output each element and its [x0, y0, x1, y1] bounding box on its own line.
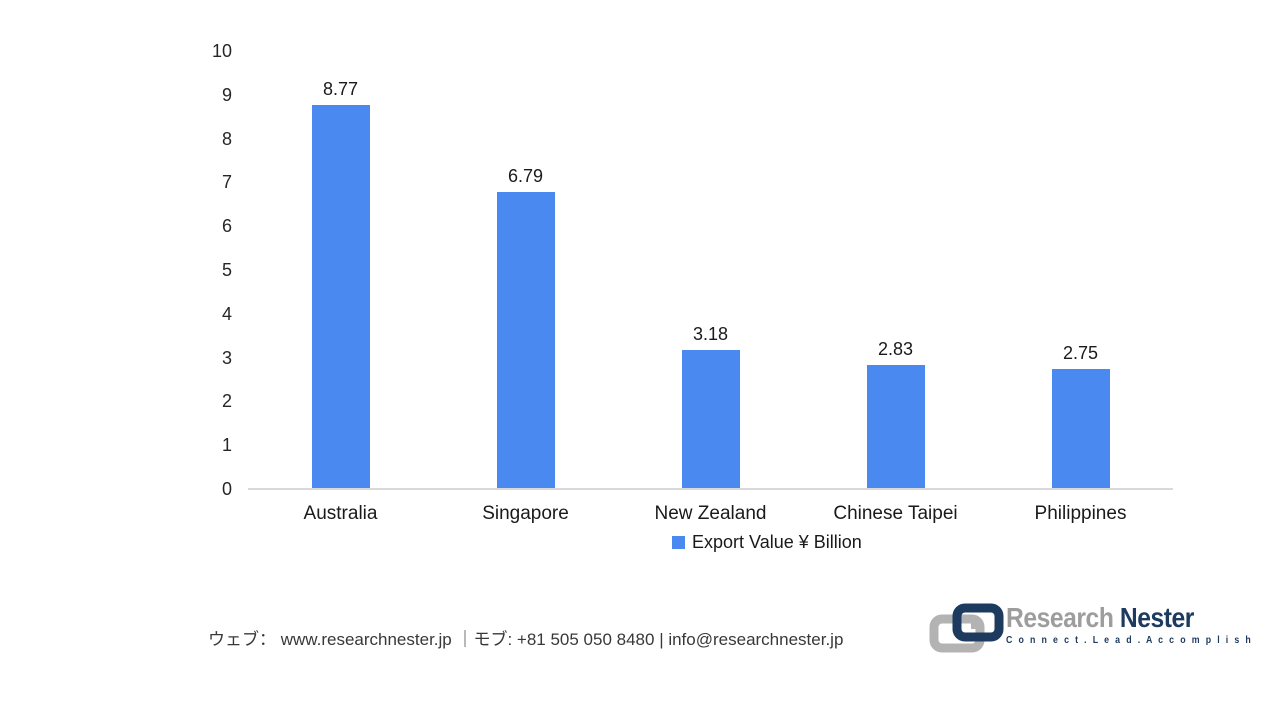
y-axis-tick-label: 5	[221, 260, 232, 280]
legend: Export Value ¥ Billion	[672, 531, 862, 553]
x-axis-line	[248, 488, 1173, 490]
y-axis-tick-label: 6	[221, 216, 232, 237]
y-axis-tick-label: 3	[221, 347, 232, 368]
bar-philippines	[1051, 368, 1110, 489]
x-axis-category-label: Philippines	[1034, 503, 1127, 524]
x-axis-category-label: New Zealand	[654, 503, 767, 524]
bar-singapore	[496, 191, 555, 489]
bar-new-zealand	[681, 349, 740, 489]
y-axis-tick-label: 7	[221, 172, 232, 193]
bar-value-label: 2.83	[877, 339, 914, 360]
bar-value-label: 3.18	[692, 323, 729, 344]
research-nester-logo: Research Nester C o n n e c t . L e a d …	[926, 602, 1280, 654]
y-axis-tick-label: 9	[221, 84, 232, 105]
chain-link-logo-icon	[929, 603, 1004, 653]
bar-chinese-taipei	[866, 365, 925, 489]
y-axis-tick-label: 0	[221, 479, 232, 499]
y-axis-tick-label: 10	[211, 41, 232, 61]
logo-name-nester: Nester	[1119, 602, 1195, 633]
bar-australia	[311, 104, 370, 489]
legend-label: Export Value ¥ Billion	[692, 532, 862, 552]
x-axis-category-label: Australia	[303, 503, 378, 524]
y-axis-tick-label: 8	[221, 128, 232, 149]
x-axis-category-label: Singapore	[482, 503, 569, 524]
legend-swatch-icon	[672, 535, 685, 549]
bar-value-label: 8.77	[322, 78, 359, 99]
x-axis-category-label: Chinese Taipei	[833, 503, 958, 524]
logo-tagline: C o n n e c t . L e a d . A c c o m p l …	[1006, 635, 1253, 646]
footer-contact-line: ウェブ： www.researchnester.jp ｜モブ: +81 505 …	[208, 630, 844, 649]
logo-name-research: Research	[1006, 602, 1120, 633]
y-axis-tick-label: 4	[221, 303, 232, 324]
logo-text-block: Research Nester C o n n e c t . L e a d …	[1006, 602, 1253, 646]
logo-name: Research Nester	[1006, 602, 1253, 634]
bar-value-label: 2.75	[1062, 342, 1099, 363]
bar-value-label: 6.79	[507, 165, 544, 186]
y-axis-tick-label: 2	[221, 391, 232, 412]
y-axis-tick-label: 1	[221, 435, 232, 456]
